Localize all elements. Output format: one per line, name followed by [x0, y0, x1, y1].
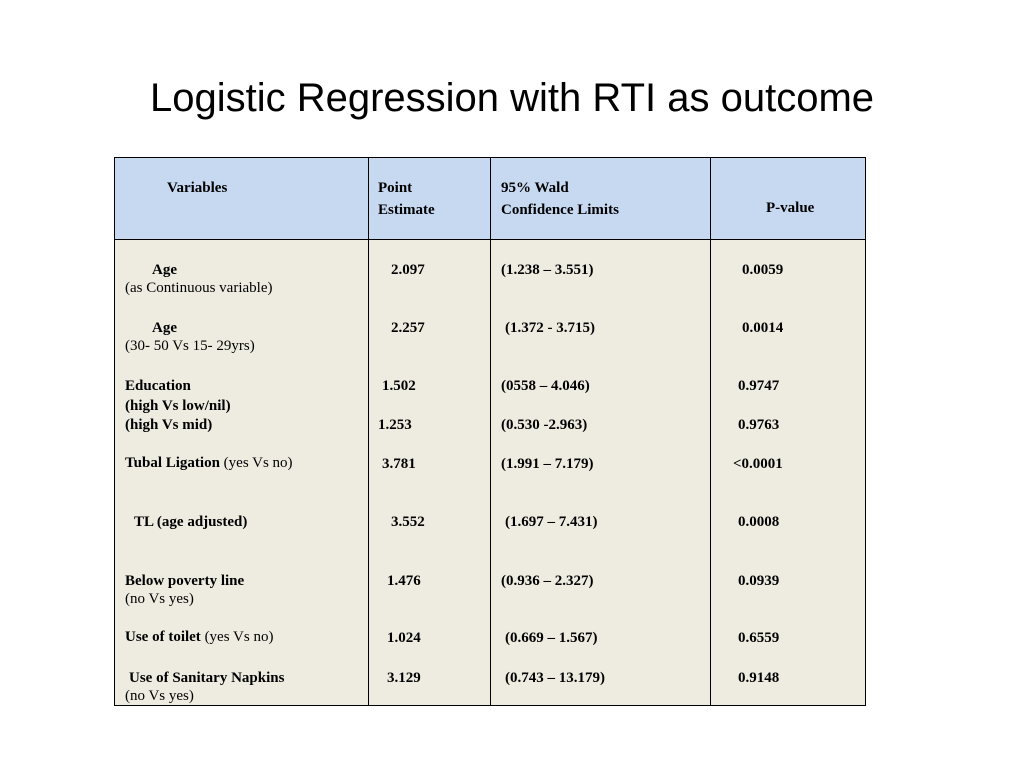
header-ci-line1: 95% Wald: [501, 180, 569, 196]
column-divider: [710, 158, 711, 705]
row-sublabel: (as Continuous variable): [125, 280, 273, 296]
row-p-value: 0.9763: [738, 417, 780, 433]
row-ci: (1.991 – 7.179): [501, 456, 594, 472]
row-ci: (0.669 – 1.567): [505, 630, 598, 646]
header-point-estimate-line1: Point: [378, 180, 413, 196]
row-label-suffix: (yes Vs no): [219, 455, 293, 471]
row-p-value: 0.0059: [742, 262, 784, 278]
row-ci: (1.697 – 7.431): [505, 514, 598, 530]
row-estimate: 1.502: [382, 378, 416, 394]
header-ci-line2: Confidence Limits: [501, 202, 619, 218]
row-estimate: 2.257: [391, 320, 425, 336]
row-label: Age: [152, 320, 177, 336]
row-label: Tubal Ligation: [125, 455, 220, 471]
slide-title: Logistic Regression with RTI as outcome: [149, 76, 875, 120]
row-estimate: 2.097: [391, 262, 425, 278]
row-label: Age: [152, 262, 177, 278]
row-estimate: 3.552: [391, 514, 425, 530]
row-estimate: 3.129: [387, 670, 421, 686]
header-p-value: P-value: [766, 200, 815, 216]
row-label: Use of toilet: [125, 629, 201, 645]
row-p-value: 0.0008: [738, 514, 780, 530]
row-p-value: 0.0939: [738, 573, 780, 589]
row-label-group: Tubal Ligation (yes Vs no): [125, 454, 293, 472]
row-p-value: 0.6559: [738, 630, 780, 646]
row-p-value: 0.9747: [738, 378, 780, 394]
row-ci: (0.936 – 2.327): [501, 573, 594, 589]
row-label: Education: [125, 378, 191, 394]
row-sublabel: (30- 50 Vs 15- 29yrs): [125, 338, 255, 354]
row-estimate: 3.781: [382, 456, 416, 472]
row-label-suffix: (yes Vs no): [200, 629, 274, 645]
row-sublabel: (no Vs yes): [125, 591, 194, 607]
row-p-value: 0.0014: [742, 320, 784, 336]
row-ci: (1.372 - 3.715): [505, 320, 595, 336]
row-label: Use of Sanitary Napkins: [129, 670, 285, 686]
row-ci: (1.238 – 3.551): [501, 262, 594, 278]
row-label: TL (age adjusted): [134, 514, 248, 530]
header-variables: Variables: [167, 180, 228, 196]
header-point-estimate-line2: Estimate: [378, 202, 435, 218]
column-divider: [490, 158, 491, 705]
row-label: Below poverty line: [125, 573, 245, 589]
row-sublabel: (high Vs low/nil): [125, 398, 231, 414]
row-p-value: <0.0001: [733, 456, 783, 472]
row-ci: (0558 – 4.046): [501, 378, 590, 394]
row-p-value: 0.9148: [738, 670, 780, 686]
row-estimate: 1.024: [387, 630, 421, 646]
row-ci: (0.743 – 13.179): [505, 670, 605, 686]
row-estimate: 1.253: [378, 417, 412, 433]
row-estimate: 1.476: [387, 573, 421, 589]
row-label: (high Vs mid): [125, 417, 213, 433]
regression-table: Variables Point Estimate 95% Wald Confid…: [114, 157, 866, 706]
row-sublabel: (no Vs yes): [125, 688, 194, 704]
row-label-group: Use of toilet (yes Vs no): [125, 628, 273, 646]
row-ci: (0.530 -2.963): [501, 417, 588, 433]
column-divider: [368, 158, 369, 705]
